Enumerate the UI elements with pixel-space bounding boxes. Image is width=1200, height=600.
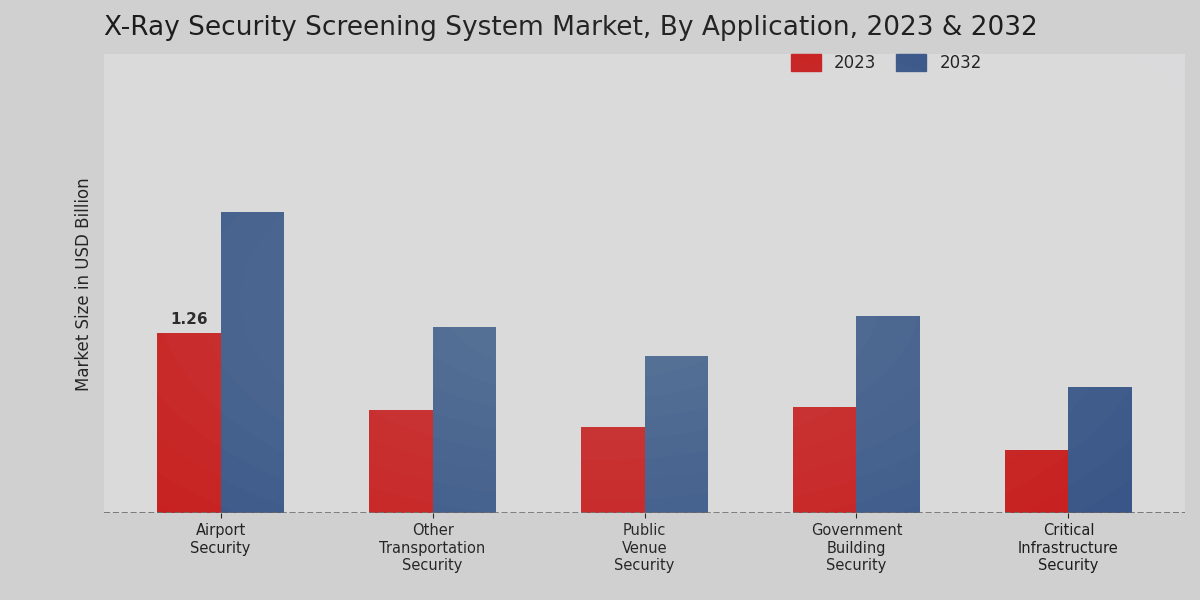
Bar: [1004, 451, 1068, 514]
Bar: [857, 316, 920, 514]
Bar: [221, 212, 284, 514]
Text: 1.26: 1.26: [170, 312, 208, 327]
Bar: [644, 356, 708, 514]
Text: X-Ray Security Screening System Market, By Application, 2023 & 2032: X-Ray Security Screening System Market, …: [104, 15, 1038, 41]
Bar: [370, 410, 433, 514]
Bar: [793, 407, 857, 514]
Bar: [1068, 387, 1132, 514]
Bar: [157, 333, 221, 514]
Bar: [433, 327, 496, 514]
Legend: 2023, 2032: 2023, 2032: [791, 53, 982, 72]
Bar: [581, 427, 644, 514]
Y-axis label: Market Size in USD Billion: Market Size in USD Billion: [74, 177, 94, 391]
